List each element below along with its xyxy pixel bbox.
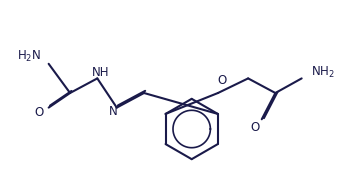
Text: NH: NH	[92, 66, 109, 79]
Text: O: O	[250, 121, 260, 134]
Text: N: N	[108, 105, 117, 118]
Text: O: O	[34, 106, 44, 119]
Text: O: O	[217, 74, 226, 87]
Text: H$_2$N: H$_2$N	[17, 49, 41, 64]
Text: NH$_2$: NH$_2$	[311, 65, 335, 80]
